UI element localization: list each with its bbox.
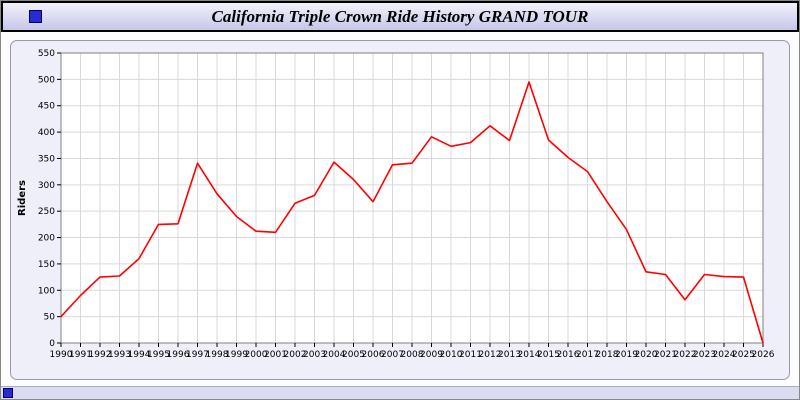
page-title: California Triple Crown Ride History GRA… [211,6,589,26]
x-tick-label: 2006 [362,350,385,360]
x-tick-label: 2023 [693,350,716,360]
x-tick-label: 2003 [303,350,326,360]
x-tick-label: 1999 [225,350,248,360]
riders-series-line [60,81,764,344]
x-tick-label: 2017 [576,350,599,360]
x-tick-label: 2013 [498,350,521,360]
x-tick-label: 2016 [557,350,580,360]
status-bar [1,386,799,399]
x-tick-label: 2005 [342,350,365,360]
x-tick-label: 2008 [401,350,424,360]
x-tick-label: 2001 [264,350,287,360]
x-tick-label: 2010 [440,350,463,360]
ride-history-chart: 0501001502002503003504004505005501990199… [17,49,775,360]
main-area: 0 50 100 150 200 250 300 350 400 450 500 550 1990 199… [1,32,799,386]
footer-icon [3,388,13,398]
x-tick-label: 1991 [69,350,92,360]
x-tick-label: 2011 [459,350,482,360]
x-tick-label: 2018 [596,350,619,360]
x-tick-label: 2015 [537,350,560,360]
window-icon [29,10,42,23]
y-tick-label: 250 [38,207,55,217]
x-tick-label: 2007 [381,350,404,360]
x-tick-label: 2009 [420,350,443,360]
x-tick-label: 2026 [752,350,775,360]
x-tick-label: 2021 [654,350,677,360]
chart-panel: 0 50 100 150 200 250 300 350 400 450 500 550 1990 199… [10,40,790,380]
x-tick-label: 2012 [479,350,502,360]
x-tick-label: 1997 [186,350,209,360]
y-tick-label: 0 [49,339,55,349]
x-tick-label: 2000 [245,350,268,360]
x-tick-label: 1996 [167,350,190,360]
x-tick-label: 1993 [108,350,131,360]
x-tick-label: 1995 [147,350,170,360]
x-tick-label: 2014 [518,350,541,360]
x-tick-label: 1990 [50,350,73,360]
x-tick-label: 1998 [206,350,229,360]
title-bar: California Triple Crown Ride History GRA… [1,1,799,32]
x-tick-label: 2025 [732,350,755,360]
y-tick-label: 50 [44,313,56,323]
x-tick-label: 2022 [674,350,697,360]
x-tick-label: 2024 [713,350,736,360]
y-tick-label: 550 [38,49,55,59]
y-tick-label: 400 [38,128,55,138]
y-tick-label: 100 [38,286,55,296]
y-tick-label: 500 [38,75,55,85]
y-tick-label: 150 [38,260,55,270]
x-tick-label: 2002 [284,350,307,360]
y-tick-label: 200 [38,234,55,244]
y-tick-label: 450 [38,102,55,112]
y-tick-label: 350 [38,154,55,164]
x-tick-label: 1992 [89,350,112,360]
x-tick-label: 2020 [635,350,658,360]
x-tick-label: 2019 [615,350,638,360]
x-tick-label: 2004 [323,350,346,360]
y-axis-label: Riders [17,180,28,216]
x-tick-label: 1994 [128,350,151,360]
y-tick-label: 300 [38,181,55,191]
